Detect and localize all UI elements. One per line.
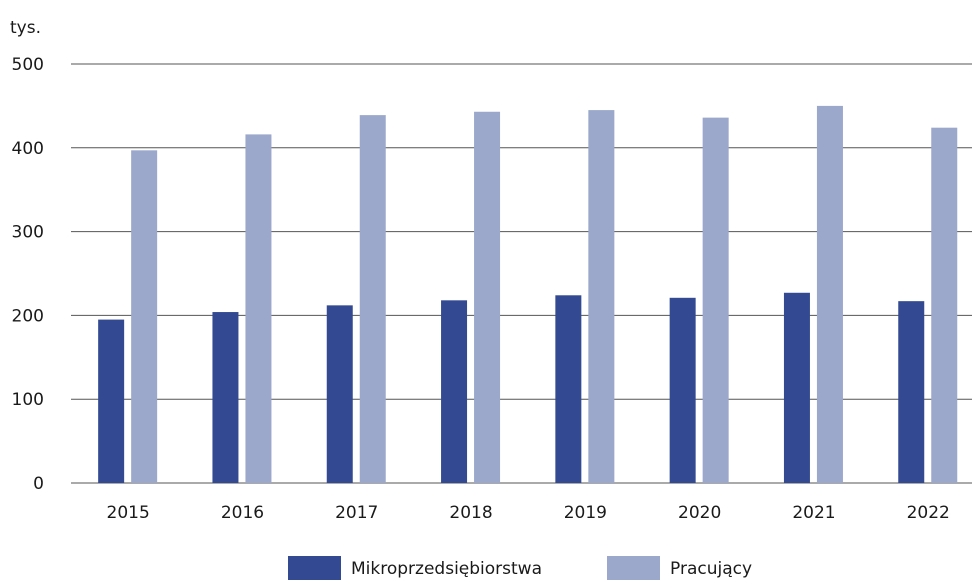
- bar: [783, 292, 810, 483]
- bar: [131, 150, 158, 483]
- bar: [669, 297, 696, 483]
- x-tick-label: 2021: [792, 503, 835, 523]
- y-tick-label: 500: [12, 55, 44, 75]
- bar: [326, 305, 353, 483]
- bar: [359, 115, 386, 484]
- bar: [898, 301, 925, 483]
- bar: [816, 105, 843, 484]
- x-tick-label: 2017: [335, 503, 378, 523]
- bar: [212, 312, 239, 483]
- x-tick-label: 2018: [449, 503, 492, 523]
- y-tick-label: 0: [33, 474, 44, 494]
- legend-swatch: [607, 556, 660, 580]
- bar: [555, 295, 582, 483]
- bar: [98, 319, 125, 483]
- bar: [245, 134, 272, 483]
- y-tick-label: 200: [12, 306, 44, 326]
- bar: [931, 127, 958, 484]
- bar: [588, 110, 615, 483]
- bar: [702, 117, 729, 483]
- x-tick-label: 2015: [107, 503, 150, 523]
- bar: [441, 300, 468, 483]
- y-axis-label: tys.: [10, 18, 41, 38]
- legend-swatch: [288, 556, 341, 580]
- x-tick-label: 2022: [907, 503, 950, 523]
- x-tick-label: 2019: [564, 503, 607, 523]
- y-tick-label: 300: [12, 223, 44, 243]
- legend-label: Mikroprzedsiębiorstwa: [351, 559, 542, 579]
- x-tick-label: 2020: [678, 503, 721, 523]
- y-tick-label: 400: [12, 139, 44, 159]
- x-tick-label: 2016: [221, 503, 264, 523]
- bar: [474, 111, 501, 484]
- y-tick-label: 100: [12, 390, 44, 410]
- legend-label: Pracujący: [670, 559, 752, 579]
